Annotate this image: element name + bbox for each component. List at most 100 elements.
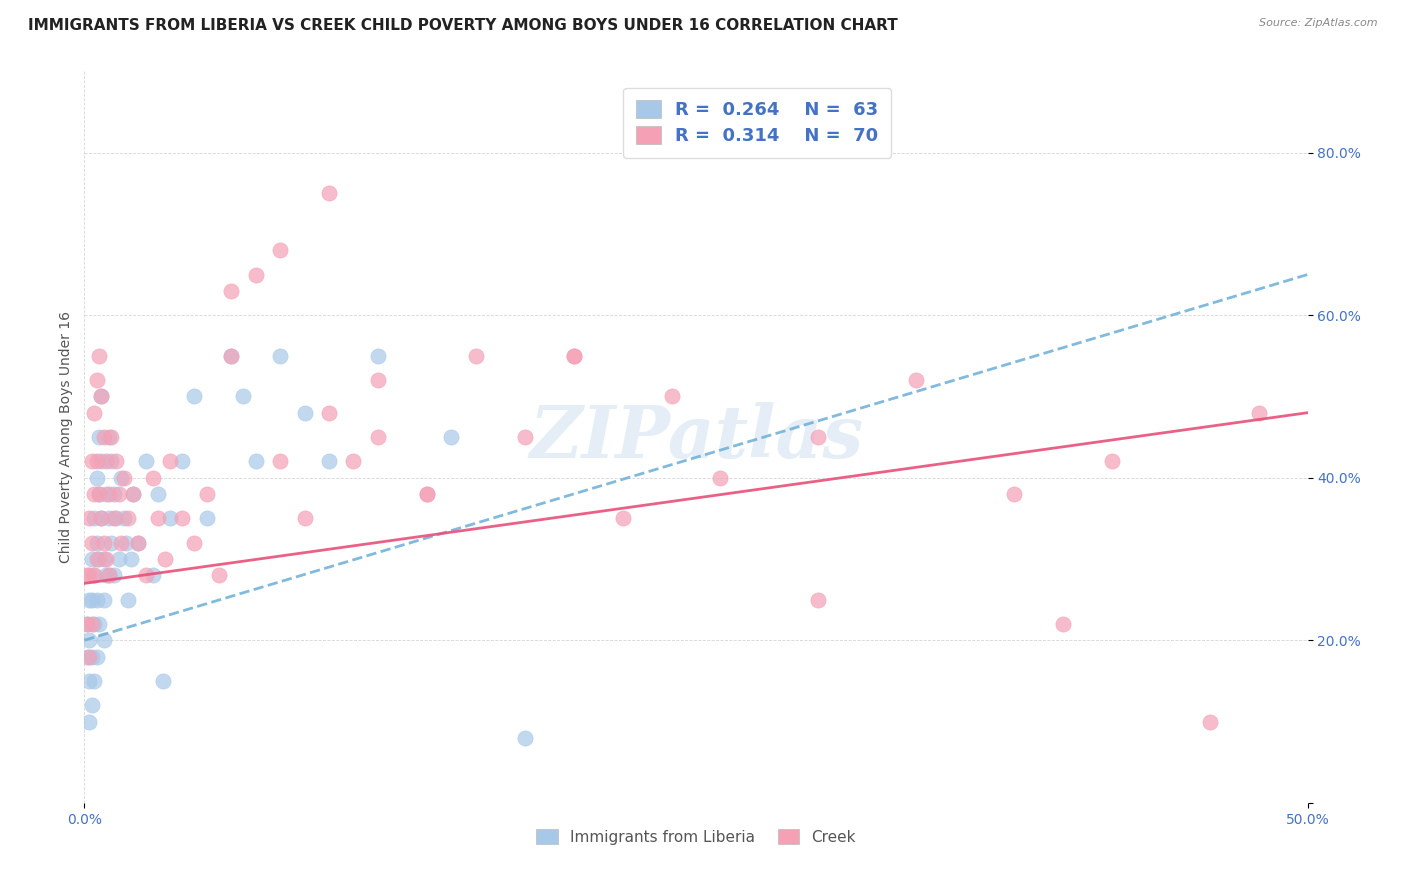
Point xyxy=(294,406,316,420)
Point xyxy=(513,731,536,745)
Point xyxy=(110,535,132,549)
Point xyxy=(245,268,267,282)
Point xyxy=(103,487,125,501)
Point xyxy=(80,592,103,607)
Point xyxy=(76,617,98,632)
Point xyxy=(77,649,100,664)
Point xyxy=(127,535,149,549)
Point xyxy=(142,568,165,582)
Point xyxy=(87,487,110,501)
Point xyxy=(77,633,100,648)
Text: ZIPatlas: ZIPatlas xyxy=(529,401,863,473)
Point xyxy=(83,673,105,688)
Point xyxy=(86,649,108,664)
Point xyxy=(269,349,291,363)
Point xyxy=(807,430,830,444)
Point xyxy=(269,243,291,257)
Point xyxy=(90,389,112,403)
Point xyxy=(100,535,122,549)
Point xyxy=(86,471,108,485)
Point xyxy=(87,430,110,444)
Point xyxy=(86,592,108,607)
Point xyxy=(86,373,108,387)
Point xyxy=(513,430,536,444)
Point xyxy=(367,430,389,444)
Point xyxy=(1101,454,1123,468)
Point xyxy=(1247,406,1270,420)
Point xyxy=(87,617,110,632)
Point xyxy=(562,349,585,363)
Point xyxy=(107,487,129,501)
Point xyxy=(83,511,105,525)
Point xyxy=(464,349,486,363)
Point xyxy=(219,349,242,363)
Point xyxy=(90,454,112,468)
Point xyxy=(90,511,112,525)
Point xyxy=(117,511,139,525)
Point xyxy=(120,552,142,566)
Point xyxy=(153,552,176,566)
Point xyxy=(83,617,105,632)
Point xyxy=(80,698,103,713)
Point xyxy=(97,487,120,501)
Point xyxy=(195,487,218,501)
Text: IMMIGRANTS FROM LIBERIA VS CREEK CHILD POVERTY AMONG BOYS UNDER 16 CORRELATION C: IMMIGRANTS FROM LIBERIA VS CREEK CHILD P… xyxy=(28,18,898,33)
Point xyxy=(76,649,98,664)
Point xyxy=(105,454,128,468)
Point xyxy=(318,406,340,420)
Point xyxy=(93,535,115,549)
Point xyxy=(172,454,194,468)
Point xyxy=(97,568,120,582)
Point xyxy=(77,568,100,582)
Point xyxy=(96,487,118,501)
Point xyxy=(416,487,439,501)
Point xyxy=(562,349,585,363)
Point xyxy=(77,592,100,607)
Point xyxy=(97,430,120,444)
Point xyxy=(76,617,98,632)
Point xyxy=(135,568,157,582)
Point xyxy=(80,535,103,549)
Point xyxy=(77,511,100,525)
Point xyxy=(87,552,110,566)
Point xyxy=(367,349,389,363)
Point xyxy=(110,471,132,485)
Point xyxy=(1198,714,1220,729)
Text: Source: ZipAtlas.com: Source: ZipAtlas.com xyxy=(1260,18,1378,28)
Point xyxy=(96,454,118,468)
Point xyxy=(100,430,122,444)
Point xyxy=(440,430,463,444)
Point xyxy=(93,430,115,444)
Point xyxy=(117,592,139,607)
Point xyxy=(127,535,149,549)
Point xyxy=(90,389,112,403)
Point xyxy=(146,511,169,525)
Point xyxy=(183,389,205,403)
Point xyxy=(318,454,340,468)
Point xyxy=(342,454,364,468)
Point xyxy=(232,389,254,403)
Point xyxy=(905,373,928,387)
Point xyxy=(294,511,316,525)
Point xyxy=(135,454,157,468)
Point xyxy=(100,454,122,468)
Point xyxy=(83,487,105,501)
Point xyxy=(661,389,683,403)
Point xyxy=(183,535,205,549)
Point xyxy=(367,373,389,387)
Point xyxy=(318,186,340,201)
Point xyxy=(83,568,105,582)
Point xyxy=(172,511,194,525)
Point xyxy=(269,454,291,468)
Point xyxy=(86,552,108,566)
Point xyxy=(77,673,100,688)
Point xyxy=(112,511,135,525)
Point xyxy=(93,633,115,648)
Point xyxy=(77,714,100,729)
Point xyxy=(142,471,165,485)
Point xyxy=(122,487,145,501)
Point xyxy=(1002,487,1025,501)
Point xyxy=(122,487,145,501)
Point xyxy=(96,568,118,582)
Point xyxy=(146,487,169,501)
